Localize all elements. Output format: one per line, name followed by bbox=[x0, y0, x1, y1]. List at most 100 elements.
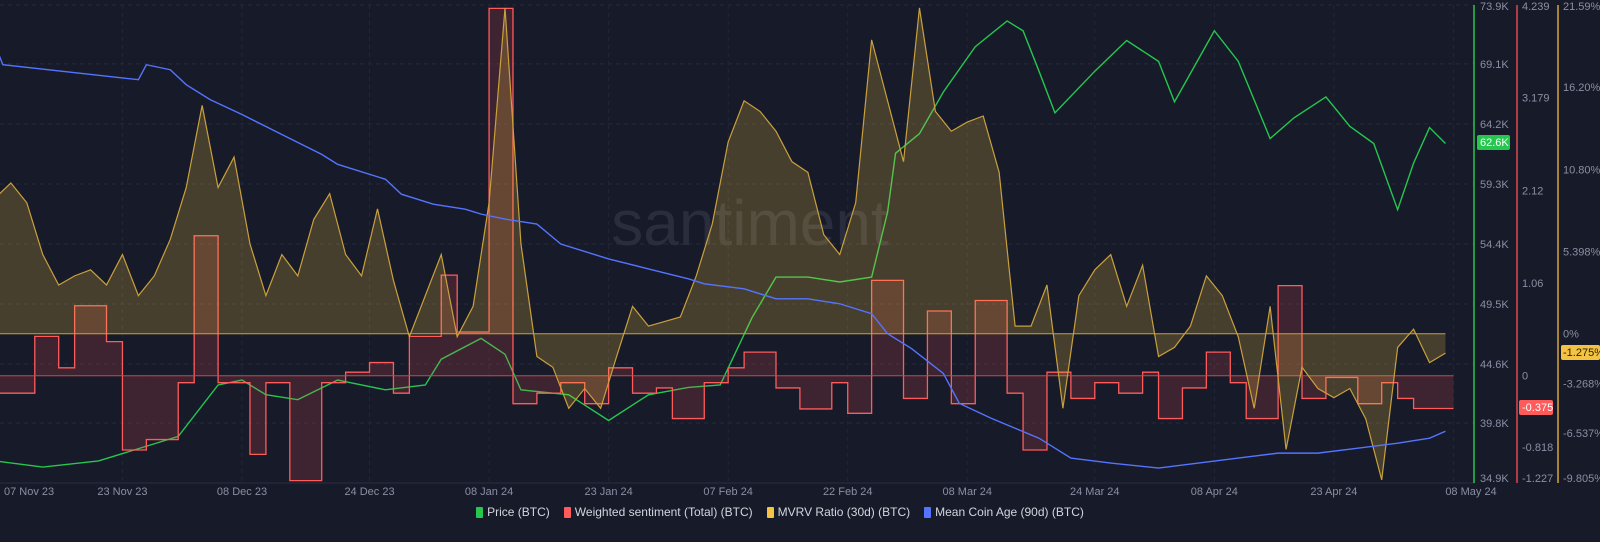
sentiment-bar bbox=[1381, 375, 1398, 383]
sentiment-tick-label: 2.12 bbox=[1522, 185, 1543, 197]
sentiment-bar bbox=[672, 375, 705, 419]
sentiment-bar bbox=[871, 280, 904, 376]
x-tick-label: 23 Jan 24 bbox=[584, 486, 632, 498]
legend-swatch bbox=[476, 506, 484, 518]
sentiment-bar bbox=[560, 375, 585, 383]
legend-label: Weighted sentiment (Total) (BTC) bbox=[574, 505, 753, 519]
sentiment-bar bbox=[441, 275, 458, 376]
mvrv-area bbox=[0, 7, 1446, 480]
legend-item-price[interactable]: Price (BTC) bbox=[476, 505, 550, 519]
sentiment-bar bbox=[704, 375, 729, 383]
price-badge bbox=[1477, 135, 1510, 150]
sentiment-bar bbox=[249, 375, 266, 455]
legend-swatch bbox=[563, 506, 571, 518]
multi-metric-chart: santiment 34.9K39.8K44.6K49.5K54.4K59.3K… bbox=[0, 1, 1600, 498]
x-tick-label: 08 May 24 bbox=[1445, 486, 1496, 498]
sentiment-bar bbox=[1278, 285, 1303, 376]
price-tick-label: 54.4K bbox=[1480, 239, 1509, 251]
mvrv-tick-label: 0% bbox=[1563, 329, 1579, 341]
mvrv-line bbox=[0, 7, 1446, 481]
sentiment-tick-label: 4.239 bbox=[1522, 1, 1550, 13]
legend-item-mvrv[interactable]: MVRV Ratio (30d) (BTC) bbox=[766, 505, 911, 519]
price-badge-text: 62.6K bbox=[1480, 137, 1509, 149]
sentiment-bar bbox=[1182, 375, 1207, 388]
sentiment-bar bbox=[1118, 375, 1143, 394]
sentiment-bar bbox=[34, 336, 59, 376]
legend: Price (BTC) Weighted sentiment (Total) (… bbox=[0, 505, 1560, 519]
sentiment-tick-label: 0 bbox=[1522, 371, 1528, 383]
sentiment-bar bbox=[1023, 375, 1047, 451]
price-tick-label: 49.5K bbox=[1480, 299, 1509, 311]
price-tick-label: 73.9K bbox=[1480, 1, 1509, 13]
legend-swatch bbox=[924, 506, 932, 518]
sentiment-bar bbox=[1007, 375, 1024, 394]
price-tick-label: 34.9K bbox=[1480, 473, 1509, 485]
price-tick-label: 59.3K bbox=[1480, 179, 1509, 191]
sentiment-tick-label: -1.227 bbox=[1522, 473, 1553, 485]
sentiment-bar bbox=[289, 375, 322, 481]
legend-label: Price (BTC) bbox=[487, 505, 550, 519]
sentiment-bar bbox=[512, 375, 537, 404]
mean-coin-age-line bbox=[0, 55, 1446, 469]
sentiment-tick-label: 1.06 bbox=[1522, 278, 1543, 290]
gridlines bbox=[0, 4, 1474, 484]
sentiment-bar bbox=[393, 375, 410, 394]
sentiment-bar bbox=[536, 375, 561, 394]
series-layer bbox=[0, 7, 1454, 482]
sentiment-bar bbox=[1230, 375, 1247, 383]
sentiment-bar bbox=[1325, 375, 1358, 378]
price-tick-label: 39.8K bbox=[1480, 418, 1509, 430]
legend-label: MVRV Ratio (30d) (BTC) bbox=[777, 505, 911, 519]
legend-item-sentiment[interactable]: Weighted sentiment (Total) (BTC) bbox=[563, 505, 753, 519]
sentiment-bar bbox=[656, 375, 673, 388]
sentiment-bar bbox=[1413, 375, 1454, 409]
legend-label: Mean Coin Age (90d) (BTC) bbox=[935, 505, 1084, 519]
sentiment-bar bbox=[0, 375, 35, 394]
sentiment-tick-label: 3.179 bbox=[1522, 93, 1550, 105]
x-tick-label: 08 Mar 24 bbox=[943, 486, 993, 498]
sentiment-badge-text: -0.375 bbox=[1522, 402, 1553, 414]
sentiment-bar bbox=[799, 375, 832, 409]
sentiment-bar bbox=[632, 375, 657, 394]
sentiment-bar bbox=[146, 375, 179, 440]
sentiment-bar bbox=[831, 375, 848, 383]
price-tick-label: 69.1K bbox=[1480, 59, 1509, 71]
mvrv-tick-label: 16.20% bbox=[1563, 82, 1600, 94]
mvrv-tick-label: -6.537% bbox=[1563, 428, 1600, 440]
mvrv-tick-label: -9.805% bbox=[1563, 473, 1600, 485]
sentiment-bar bbox=[744, 352, 776, 376]
sentiment-bar bbox=[369, 362, 394, 376]
sentiment-bar bbox=[1070, 375, 1095, 399]
mvrv-tick-label: 10.80% bbox=[1563, 164, 1600, 176]
sentiment-bar bbox=[903, 375, 928, 399]
sentiment-bar bbox=[457, 331, 490, 376]
price-tick-label: 64.2K bbox=[1480, 119, 1509, 131]
sentiment-bar bbox=[265, 375, 290, 383]
sentiment-bar bbox=[1142, 372, 1159, 376]
sentiment-bar bbox=[951, 375, 976, 404]
sentiment-bar bbox=[1397, 375, 1414, 399]
mvrv-badge bbox=[1561, 345, 1600, 360]
x-tick-label: 08 Dec 23 bbox=[217, 486, 267, 498]
sentiment-bar bbox=[489, 8, 513, 376]
sentiment-bar bbox=[975, 300, 1008, 376]
sentiment-bar bbox=[775, 375, 800, 388]
x-axis: 07 Nov 23 23 Nov 23 08 Dec 23 24 Dec 23 08 J… bbox=[4, 486, 1497, 498]
sentiment-bar bbox=[728, 367, 745, 376]
sentiment-bar bbox=[194, 235, 219, 376]
x-tick-label: 23 Apr 24 bbox=[1310, 486, 1357, 498]
sentiment-badge bbox=[1519, 400, 1553, 415]
legend-item-mean-coin-age[interactable]: Mean Coin Age (90d) (BTC) bbox=[924, 505, 1084, 519]
sentiment-bar bbox=[74, 305, 107, 376]
sentiment-bar bbox=[321, 375, 346, 383]
sentiment-tick-label: -0.818 bbox=[1522, 442, 1553, 454]
mvrv-badge-text: -1.275% bbox=[1563, 347, 1600, 359]
x-tick-label: 24 Dec 23 bbox=[344, 486, 394, 498]
value-badges: 62.6K -0.375 -1.275% bbox=[1477, 135, 1600, 415]
sentiment-bar bbox=[1158, 375, 1183, 419]
sentiment-bar bbox=[927, 310, 952, 376]
axes: 34.9K 39.8K 44.6K 49.5K 54.4K 59.3K 64.2K 69.1K… bbox=[1473, 1, 1600, 485]
mvrv-tick-label: 5.398% bbox=[1563, 247, 1600, 259]
sentiment-bar bbox=[106, 341, 123, 376]
sentiment-bar bbox=[1302, 375, 1326, 399]
